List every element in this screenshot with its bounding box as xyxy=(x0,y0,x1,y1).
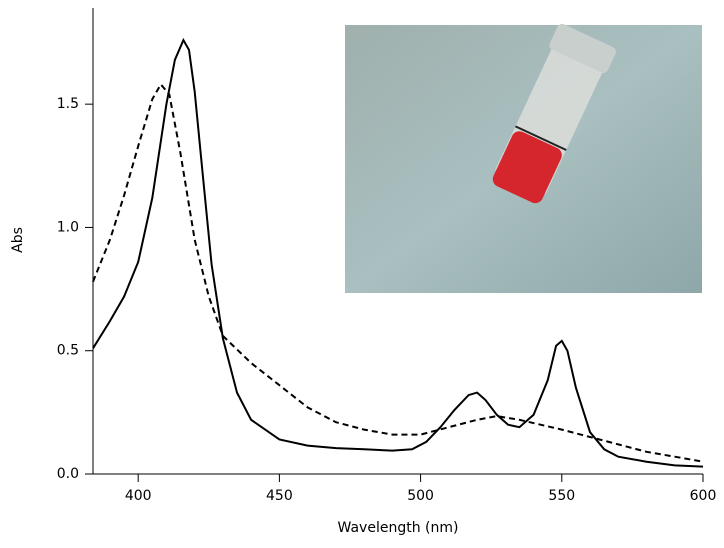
series-line xyxy=(92,37,704,468)
x-axis-label: Wavelength (nm) xyxy=(338,520,459,536)
x-tick-label: 500 xyxy=(407,488,434,504)
x-tick-label: 450 xyxy=(266,488,293,504)
y-axis-label: Abs xyxy=(10,227,26,253)
inset-photo xyxy=(345,23,702,293)
y-tick-label: 0.5 xyxy=(57,343,79,359)
y-tick-label: 0.0 xyxy=(57,466,79,482)
y-tick-label: 1.0 xyxy=(57,219,79,235)
y-tick-label: 1.5 xyxy=(57,96,79,112)
series-line xyxy=(92,82,704,463)
x-tick-label: 400 xyxy=(125,488,152,504)
x-tick-label: 550 xyxy=(548,488,575,504)
x-tick-label: 600 xyxy=(690,488,717,504)
